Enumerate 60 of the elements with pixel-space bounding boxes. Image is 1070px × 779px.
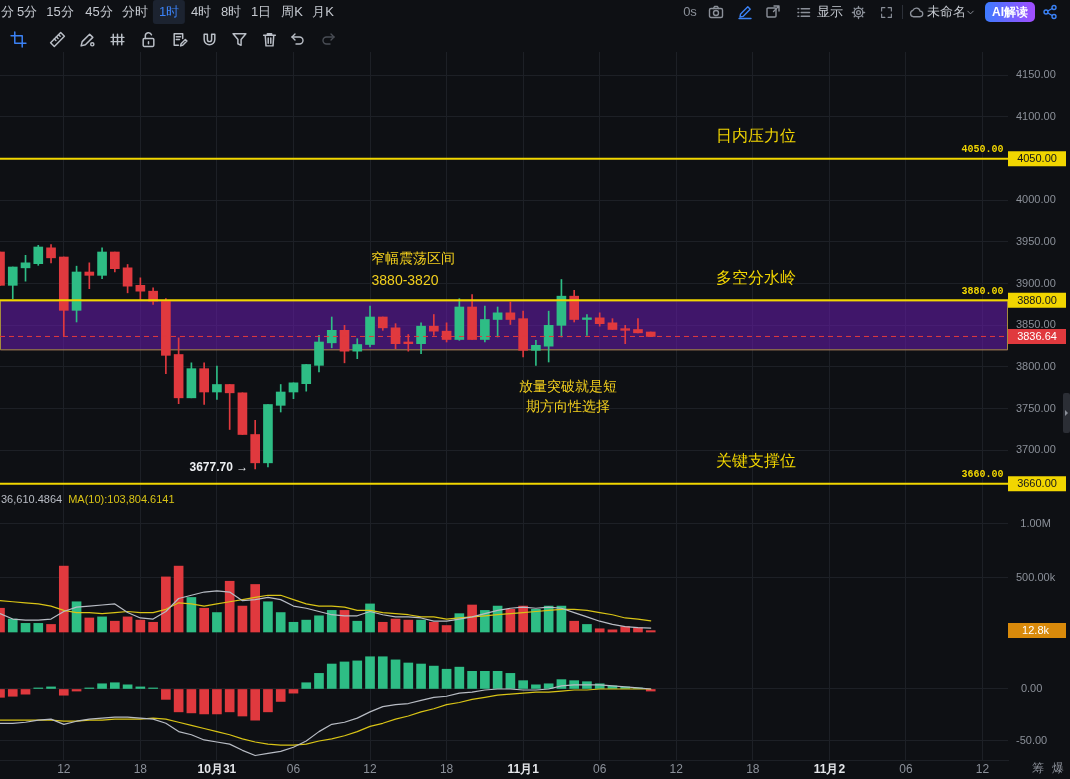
x-tick-label: 12 [57,761,71,776]
x-tick-label: 12 [669,761,684,776]
y-tick-label: 500.00k [1015,571,1056,584]
text: AI解读 [985,2,1035,22]
annotation: 窄幅震荡区间 [371,249,455,266]
ref-line-label: 多空分水岭 [716,268,796,286]
text: 0s [683,4,697,20]
text: 15分 [46,4,74,20]
annotation: 3880.00 [961,285,1004,297]
annotation: 3880.00 [1017,293,1057,306]
y-tick-label: 3700.00 [1016,443,1056,456]
y-tick-label: -50.00 [1015,734,1048,746]
y-tick-label: 3900.00 [1016,276,1056,289]
x-tick-label: 12 [975,761,990,776]
y-tick-label: 0.00 [1020,682,1043,695]
annotation: 4050.00 [961,144,1004,156]
y-tick-label: 4100.00 [1016,110,1056,123]
y-tick-label: 3800.00 [1016,360,1056,373]
x-tick-label: 06 [899,761,913,776]
y-tick-label: 3750.00 [1016,401,1056,414]
annotation: 4050.00 [1017,152,1057,165]
text: 月K [312,4,334,20]
annotation: 3660.00 [961,469,1004,481]
text: 分时 [122,4,148,20]
text: 筹 [1032,761,1044,776]
y-tick-label: 4150.00 [1016,68,1056,81]
y-tick-label: 4000.00 [1016,193,1056,206]
y-tick-label: 1.00M [1020,517,1051,530]
annotation: 放量突破就是短期方向性选择 [519,377,617,414]
annotation: 3660.00 [1017,477,1057,490]
x-tick-label: 11月1 [507,761,540,776]
x-tick-label: 06 [286,761,301,776]
x-tick-label: 11月2 [813,761,846,776]
x-tick-label: 06 [593,761,607,776]
x-tick-label: 10月31 [197,761,237,776]
y-tick-label: 3950.00 [1016,235,1056,248]
x-tick-label: 18 [133,761,148,776]
ref-line-label: 日内压力位 [716,127,796,145]
text: 1日 [250,4,272,20]
annotation: 3880-3820 [371,271,439,288]
text: 8时 [220,4,242,20]
text: 显示 [817,4,843,20]
x-tick-label: 18 [439,761,454,776]
text: 36,610.4864 [1,493,63,506]
annotation: 3677.70 → [189,460,249,475]
y-tick-label: 3850.00 [1016,318,1056,331]
annotation: 3836.64 [1017,330,1057,342]
text: 周K [281,4,303,20]
text: 1时 [152,0,186,24]
text: 4时 [190,4,212,20]
text: MA(10):103,804.6141 [68,493,175,506]
text: 45分 [85,4,113,20]
text: 5分 [16,4,38,20]
text: 未命名 [926,4,966,20]
y-tick-label: 12.8k [1022,623,1050,636]
text: 分 [0,4,14,20]
text: 爆 [1052,761,1064,776]
x-tick-label: 18 [746,761,760,776]
x-tick-label: 12 [363,761,378,776]
ref-line-label: 关键支撑位 [716,452,796,470]
